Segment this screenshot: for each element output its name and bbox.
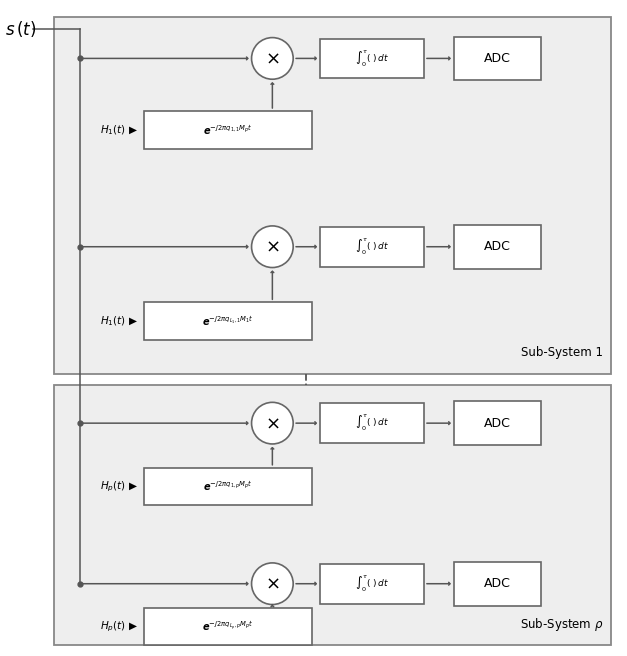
Text: $\boldsymbol{e}^{-j2\pi q_{L_1,1}M_1 t}$: $\boldsymbol{e}^{-j2\pi q_{L_1,1}M_1 t}$ [202, 314, 254, 328]
Circle shape [251, 563, 293, 605]
Text: $H_1(t)\,\blacktriangleright$: $H_1(t)\,\blacktriangleright$ [100, 314, 139, 328]
Text: $\int_0^{\tau}(\;)\,dt$: $\int_0^{\tau}(\;)\,dt$ [355, 236, 389, 257]
Text: $H_p(t)\,\blacktriangleright$: $H_p(t)\,\blacktriangleright$ [100, 619, 139, 634]
Text: ADC: ADC [484, 577, 511, 590]
Text: Sub-System 1: Sub-System 1 [522, 346, 603, 359]
Text: ADC: ADC [484, 417, 511, 430]
Text: ADC: ADC [484, 240, 511, 253]
FancyBboxPatch shape [144, 607, 312, 645]
Circle shape [251, 226, 293, 268]
Text: $\times$: $\times$ [265, 49, 280, 68]
Circle shape [251, 402, 293, 444]
FancyBboxPatch shape [454, 37, 541, 80]
Text: $\times$: $\times$ [265, 414, 280, 432]
Text: $\int_0^{\tau}(\;)\,dt$: $\int_0^{\tau}(\;)\,dt$ [355, 413, 389, 434]
Text: $\boldsymbol{e}^{-j2\pi q_{1,1}M_p t}$: $\boldsymbol{e}^{-j2\pi q_{1,1}M_p t}$ [203, 123, 253, 136]
FancyBboxPatch shape [144, 302, 312, 340]
FancyBboxPatch shape [320, 39, 424, 78]
Text: $\int_0^{\tau}(\;)\,dt$: $\int_0^{\tau}(\;)\,dt$ [355, 48, 389, 69]
Text: $H_1(t)\,\blacktriangleright$: $H_1(t)\,\blacktriangleright$ [100, 123, 139, 136]
Text: $\times$: $\times$ [265, 575, 280, 593]
FancyBboxPatch shape [144, 111, 312, 149]
FancyBboxPatch shape [144, 468, 312, 505]
FancyBboxPatch shape [320, 227, 424, 266]
FancyBboxPatch shape [320, 564, 424, 604]
FancyBboxPatch shape [55, 17, 611, 374]
Text: $\boldsymbol{e}^{-j2\pi q_{L_p,p}M_p t}$: $\boldsymbol{e}^{-j2\pi q_{L_p,p}M_p t}$ [202, 619, 254, 633]
FancyBboxPatch shape [454, 401, 541, 445]
FancyBboxPatch shape [320, 403, 424, 443]
Text: ADC: ADC [484, 52, 511, 65]
Circle shape [251, 37, 293, 79]
FancyBboxPatch shape [454, 225, 541, 268]
Text: $\times$: $\times$ [265, 237, 280, 256]
Text: $\int_0^{\tau}(\;)\,dt$: $\int_0^{\tau}(\;)\,dt$ [355, 573, 389, 594]
FancyBboxPatch shape [454, 562, 541, 605]
Text: $H_p(t)\,\blacktriangleright$: $H_p(t)\,\blacktriangleright$ [100, 480, 139, 494]
FancyBboxPatch shape [55, 386, 611, 645]
Text: Sub-System $\rho$: Sub-System $\rho$ [520, 616, 603, 633]
Text: $\boldsymbol{e}^{-j2\pi q_{1,p}M_p t}$: $\boldsymbol{e}^{-j2\pi q_{1,p}M_p t}$ [203, 480, 253, 493]
Text: $s\,(t)$: $s\,(t)$ [5, 18, 36, 39]
